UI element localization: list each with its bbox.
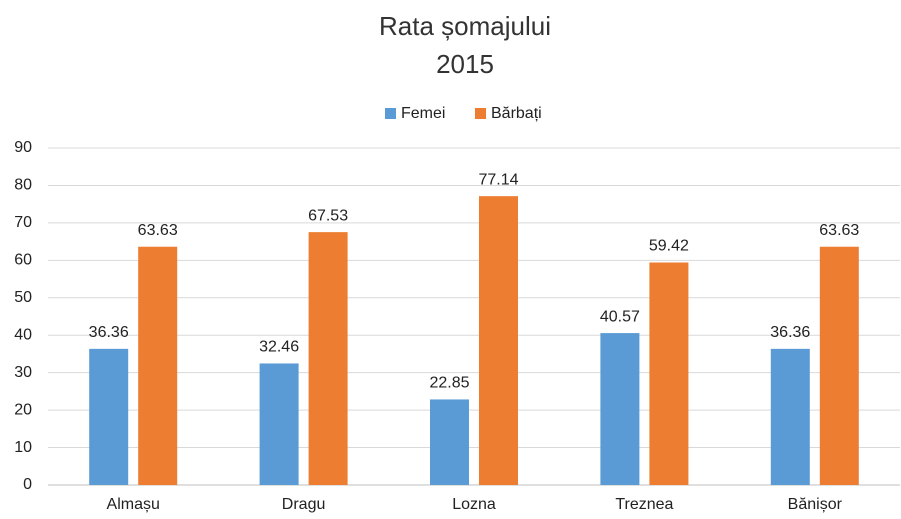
data-label: 36.36 [89, 324, 129, 341]
y-tick-label: 10 [14, 439, 32, 456]
x-tick-label: Dragu [282, 496, 326, 513]
x-tick-label: Almașu [107, 496, 160, 513]
y-tick-label: 50 [14, 289, 32, 306]
data-label: 67.53 [308, 207, 348, 224]
legend-swatch [385, 108, 396, 119]
y-tick-label: 0 [23, 476, 32, 493]
bar [819, 246, 859, 485]
x-tick-label: Bănișor [788, 496, 843, 513]
data-label: 36.36 [770, 324, 810, 341]
y-tick-label: 70 [14, 214, 32, 231]
x-tick-label: Treznea [615, 496, 673, 513]
data-label: 22.85 [429, 375, 469, 392]
y-tick-label: 80 [14, 177, 32, 194]
y-tick-label: 20 [14, 401, 32, 418]
legend-swatch [475, 108, 486, 119]
data-label: 59.42 [649, 238, 689, 255]
chart-title: Rata șomajului [379, 11, 551, 41]
y-tick-label: 90 [14, 139, 32, 156]
chart-subtitle: 2015 [436, 49, 494, 79]
bar [479, 196, 518, 485]
bar [89, 348, 129, 485]
y-tick-label: 40 [14, 326, 32, 343]
legend-label: Bărbați [491, 105, 542, 122]
y-tick-label: 60 [14, 252, 32, 269]
bar [770, 348, 810, 485]
bar [138, 246, 178, 485]
bar [600, 333, 640, 485]
bar [308, 232, 348, 485]
legend-label: Femei [401, 105, 445, 122]
data-label: 63.63 [819, 222, 859, 239]
x-tick-label: Lozna [452, 496, 496, 513]
bar [430, 399, 469, 485]
y-tick-label: 30 [14, 364, 32, 381]
bar [259, 363, 299, 485]
bar [649, 262, 689, 485]
data-label: 63.63 [138, 222, 178, 239]
data-label: 77.14 [478, 171, 518, 188]
data-label: 32.46 [259, 339, 299, 356]
data-label: 40.57 [600, 308, 640, 325]
